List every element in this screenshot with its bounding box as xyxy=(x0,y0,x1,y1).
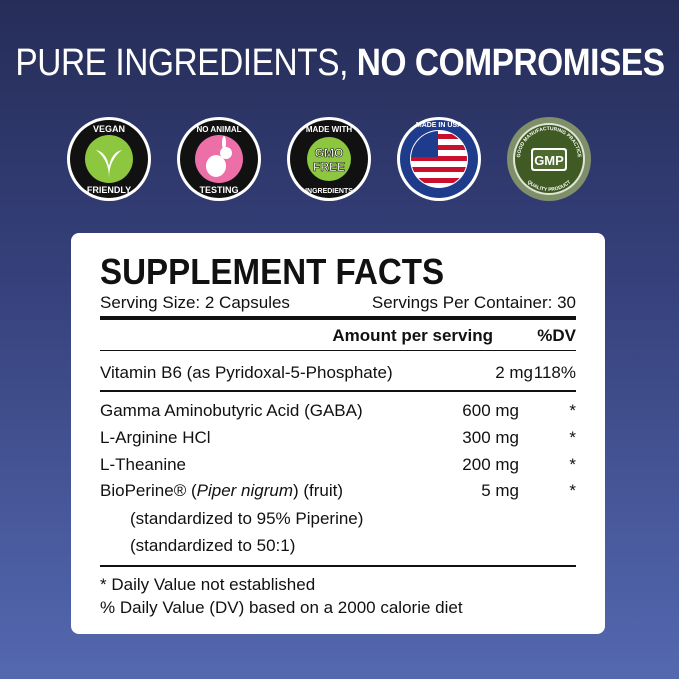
svg-text:VEGAN: VEGAN xyxy=(93,124,125,134)
vegan-friendly-badge: VEGAN FRIENDLY xyxy=(67,117,151,201)
gmp-badge: GMP GOOD MANUFACTURING PRACTICE QUALITY … xyxy=(507,117,591,201)
supplement-facts-panel: SUPPLEMENT FACTS Serving Size: 2 Capsule… xyxy=(71,233,605,634)
footnote: * Daily Value not established xyxy=(100,575,316,594)
ingredient-name: L-Theanine xyxy=(100,455,187,474)
svg-text:MADE WITH: MADE WITH xyxy=(306,125,352,134)
headline: PURE INGREDIENTS, NO COMPROMISES xyxy=(14,42,665,84)
ingredient-dv: * xyxy=(569,481,576,500)
svg-text:FREE: FREE xyxy=(313,160,345,174)
svg-text:INGREDIENTS: INGREDIENTS xyxy=(305,188,353,195)
ingredient-amount: 5 mg xyxy=(481,481,519,500)
dv-header: %DV xyxy=(537,326,576,345)
ingredient-note: (standardized to 95% Piperine) xyxy=(130,509,364,528)
vitamin-b6-dv: 118% xyxy=(533,363,576,382)
divider xyxy=(100,565,576,567)
servings-per-container: Servings Per Container: 30 xyxy=(371,293,576,312)
ingredient-amount: 200 mg xyxy=(462,455,519,474)
svg-text:MADE IN USA: MADE IN USA xyxy=(416,122,462,129)
ingredient-name: L-Arginine HCl xyxy=(100,428,211,447)
divider xyxy=(100,316,576,320)
divider xyxy=(100,390,576,392)
ingredient-name: BioPerine® (Piper nigrum) (fruit) xyxy=(100,481,344,500)
svg-text:NO ANIMAL: NO ANIMAL xyxy=(196,125,241,134)
vitamin-b6-name: Vitamin B6 (as Pyridoxal-5-Phosphate) xyxy=(100,363,393,382)
ingredient-amount: 300 mg xyxy=(462,428,519,447)
gmo-free-badge: GMO FREE MADE WITH INGREDIENTS xyxy=(287,117,371,201)
svg-text:FRIENDLY: FRIENDLY xyxy=(87,185,131,195)
vitamin-b6-amount: 2 mg xyxy=(495,363,533,382)
ingredient-dv: * xyxy=(569,455,576,474)
ingredient-amount: 600 mg xyxy=(462,401,519,420)
ingredient-dv: * xyxy=(569,401,576,420)
svg-text:TESTING: TESTING xyxy=(199,185,238,195)
footnote: % Daily Value (DV) based on a 2000 calor… xyxy=(100,598,463,617)
serving-size: Serving Size: 2 Capsules xyxy=(100,293,290,312)
amount-header: Amount per serving xyxy=(332,326,493,345)
certification-badges: VEGAN FRIENDLY NO ANIMAL TESTING GMO FRE… xyxy=(62,116,622,206)
facts-title: SUPPLEMENT FACTS xyxy=(100,251,445,292)
svg-text:GMP: GMP xyxy=(534,153,564,168)
divider xyxy=(100,350,576,351)
made-in-usa-badge: MADE IN USA xyxy=(397,117,481,201)
ingredient-dv: * xyxy=(569,428,576,447)
ingredient-name: Gamma Aminobutyric Acid (GABA) xyxy=(100,401,363,420)
ingredient-note: (standardized to 50:1) xyxy=(130,536,296,555)
svg-text:GMO: GMO xyxy=(315,146,344,160)
no-animal-testing-badge: NO ANIMAL TESTING xyxy=(177,117,261,201)
